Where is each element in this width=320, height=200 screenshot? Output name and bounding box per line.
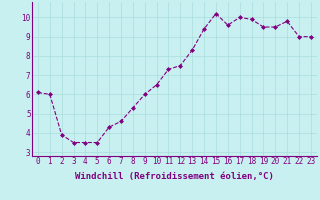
X-axis label: Windchill (Refroidissement éolien,°C): Windchill (Refroidissement éolien,°C) <box>75 172 274 181</box>
